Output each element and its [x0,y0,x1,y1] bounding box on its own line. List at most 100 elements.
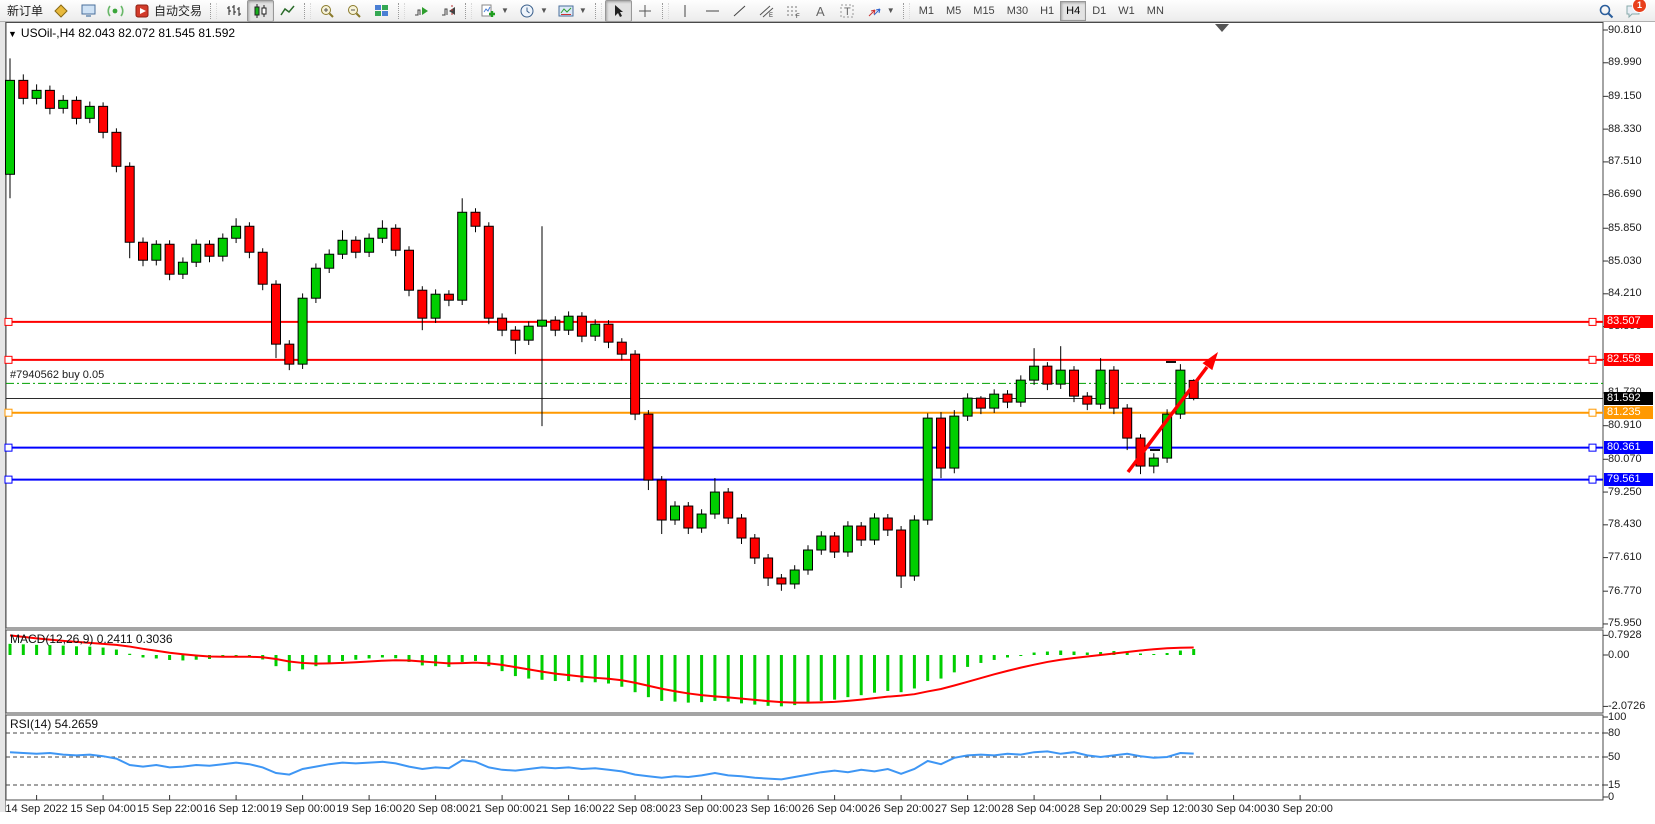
monitor-icon [80,3,97,19]
fibonacci-button[interactable]: F [780,0,807,22]
periods-button[interactable]: ▼ [514,0,553,22]
toolbar-separator [304,2,312,19]
signal-button[interactable] [102,0,129,22]
zoom-out-button[interactable] [341,0,368,22]
chart-shift-icon [440,3,457,19]
auto-scroll-icon [413,3,430,19]
arrow-objects-icon [866,3,883,19]
open-position-label: #7940562 buy 0.05 [10,369,105,381]
text-label-button[interactable]: T [834,0,861,22]
timeframe-m15[interactable]: M15 [973,4,995,17]
price-axis-label: 87.510 [1608,155,1642,168]
price-axis-label: 88.330 [1608,122,1642,135]
price-level-tag: 82.558 [1604,353,1653,367]
tile-windows-icon [373,3,390,19]
tile-windows-button[interactable] [368,0,395,22]
templates-button[interactable]: ▼ [553,0,592,22]
macd-axis-label: 0.7928 [1608,629,1642,642]
timeframe-m1[interactable]: M1 [918,4,934,17]
svg-text:E: E [769,13,773,19]
price-axis-label: 79.250 [1608,485,1642,498]
search-icon [1598,3,1615,19]
time-axis-label: 29 Sep 12:00 [1134,803,1200,815]
time-axis-label: 28 Sep 04:00 [1001,803,1067,815]
price-axis-label: 89.990 [1608,56,1642,69]
add-indicator-icon [480,3,497,19]
trendline-icon [731,3,748,19]
candlestick-icon [252,3,269,19]
price-level-tag: 81.235 [1604,406,1653,420]
svg-text:T: T [844,6,851,18]
macd-axis-label: 0.00 [1608,649,1630,661]
new-order-button[interactable]: 新订单 [7,4,44,18]
time-axis-label: 15 Sep 04:00 [70,803,136,815]
cursor-button[interactable] [604,0,632,22]
bar-chart-button[interactable] [220,0,247,22]
trendline-button[interactable] [726,0,753,22]
equidistant-channel-icon: E [758,3,775,19]
chart-shift-button[interactable] [435,0,462,22]
autotrade-icon [134,3,151,19]
toolbar: 新订单 自动交易 [0,0,1655,22]
toolbar-separator [661,2,669,19]
timeframe-h4[interactable]: H4 [1060,0,1087,21]
chart-title: ▼ USOil-,H4 82.043 82.072 81.545 81.592 [8,26,236,40]
price-axis-label: 89.150 [1608,89,1642,102]
time-axis-label: 21 Sep 00:00 [469,803,535,815]
time-axis-label: 30 Sep 20:00 [1267,803,1333,815]
crosshair-icon [637,3,654,19]
time-axis-label: 15 Sep 22:00 [136,803,203,815]
timeframe-mn[interactable]: MN [1146,4,1164,17]
candlestick-chart-button[interactable] [247,0,275,22]
symbol-dropdown-icon[interactable]: ▼ [8,29,17,39]
vertical-line-icon [677,3,694,19]
timeframe-bar: M1 M5 M15 M30 H1 H4 D1 W1 MN [913,0,1170,21]
timeframe-d1[interactable]: D1 [1092,4,1107,17]
template-icon [558,3,575,19]
zoom-in-button[interactable] [314,0,341,22]
timeframe-h1[interactable]: H1 [1040,4,1055,17]
gold-symbol-button[interactable] [48,0,75,22]
timeframe-w1[interactable]: W1 [1118,4,1135,17]
vertical-line-button[interactable] [672,0,699,22]
terminal-window-button[interactable] [75,0,102,22]
chart-canvas[interactable] [0,22,1655,824]
price-axis-label: 80.070 [1608,452,1642,465]
notifications-button[interactable]: 1 [1620,0,1647,22]
search-button[interactable] [1593,0,1620,22]
line-chart-icon [279,3,296,19]
price-level-tag: 80.361 [1604,441,1653,455]
arrows-button[interactable]: ▼ [861,0,900,22]
chart-window[interactable]: ▼ USOil-,H4 82.043 82.072 81.545 81.592 #… [0,22,1655,824]
line-chart-button[interactable] [274,0,301,22]
autotrade-button[interactable]: 自动交易 [129,0,207,22]
toolbar-separator [902,2,910,19]
time-axis-label: 26 Sep 20:00 [868,803,934,815]
text-a-icon: A [812,3,829,19]
horizontal-line-button[interactable] [699,0,726,22]
time-axis-label: 23 Sep 00:00 [668,803,735,815]
price-axis-label: 76.770 [1608,584,1642,597]
rsi-axis-label: 80 [1608,727,1621,739]
channel-button[interactable]: E [753,0,780,22]
price-axis-label: 86.690 [1608,188,1642,201]
zoom-in-icon [319,3,336,19]
rsi-indicator-label: RSI(14) 54.2659 [10,717,99,731]
time-axis-label: 28 Sep 20:00 [1067,803,1134,815]
fibonacci-icon: F [785,3,802,19]
auto-scroll-button[interactable] [408,0,435,22]
timeframe-m30[interactable]: M30 [1006,4,1029,17]
cursor-arrow-icon [610,3,627,19]
bid-price-tag: 81.592 [1604,391,1653,405]
rsi-axis-label: 50 [1608,751,1621,763]
text-button[interactable]: A [807,0,834,22]
crosshair-button[interactable] [632,0,659,22]
time-axis-label: 22 Sep 08:00 [602,803,668,815]
notification-badge: 1 [1632,0,1647,13]
price-axis-label: 75.950 [1608,617,1642,630]
indicators-button[interactable]: ▼ [475,0,514,22]
zoom-out-icon [346,3,363,19]
timeframe-m5[interactable]: M5 [946,4,962,17]
time-axis-label: 23 Sep 16:00 [735,803,801,815]
